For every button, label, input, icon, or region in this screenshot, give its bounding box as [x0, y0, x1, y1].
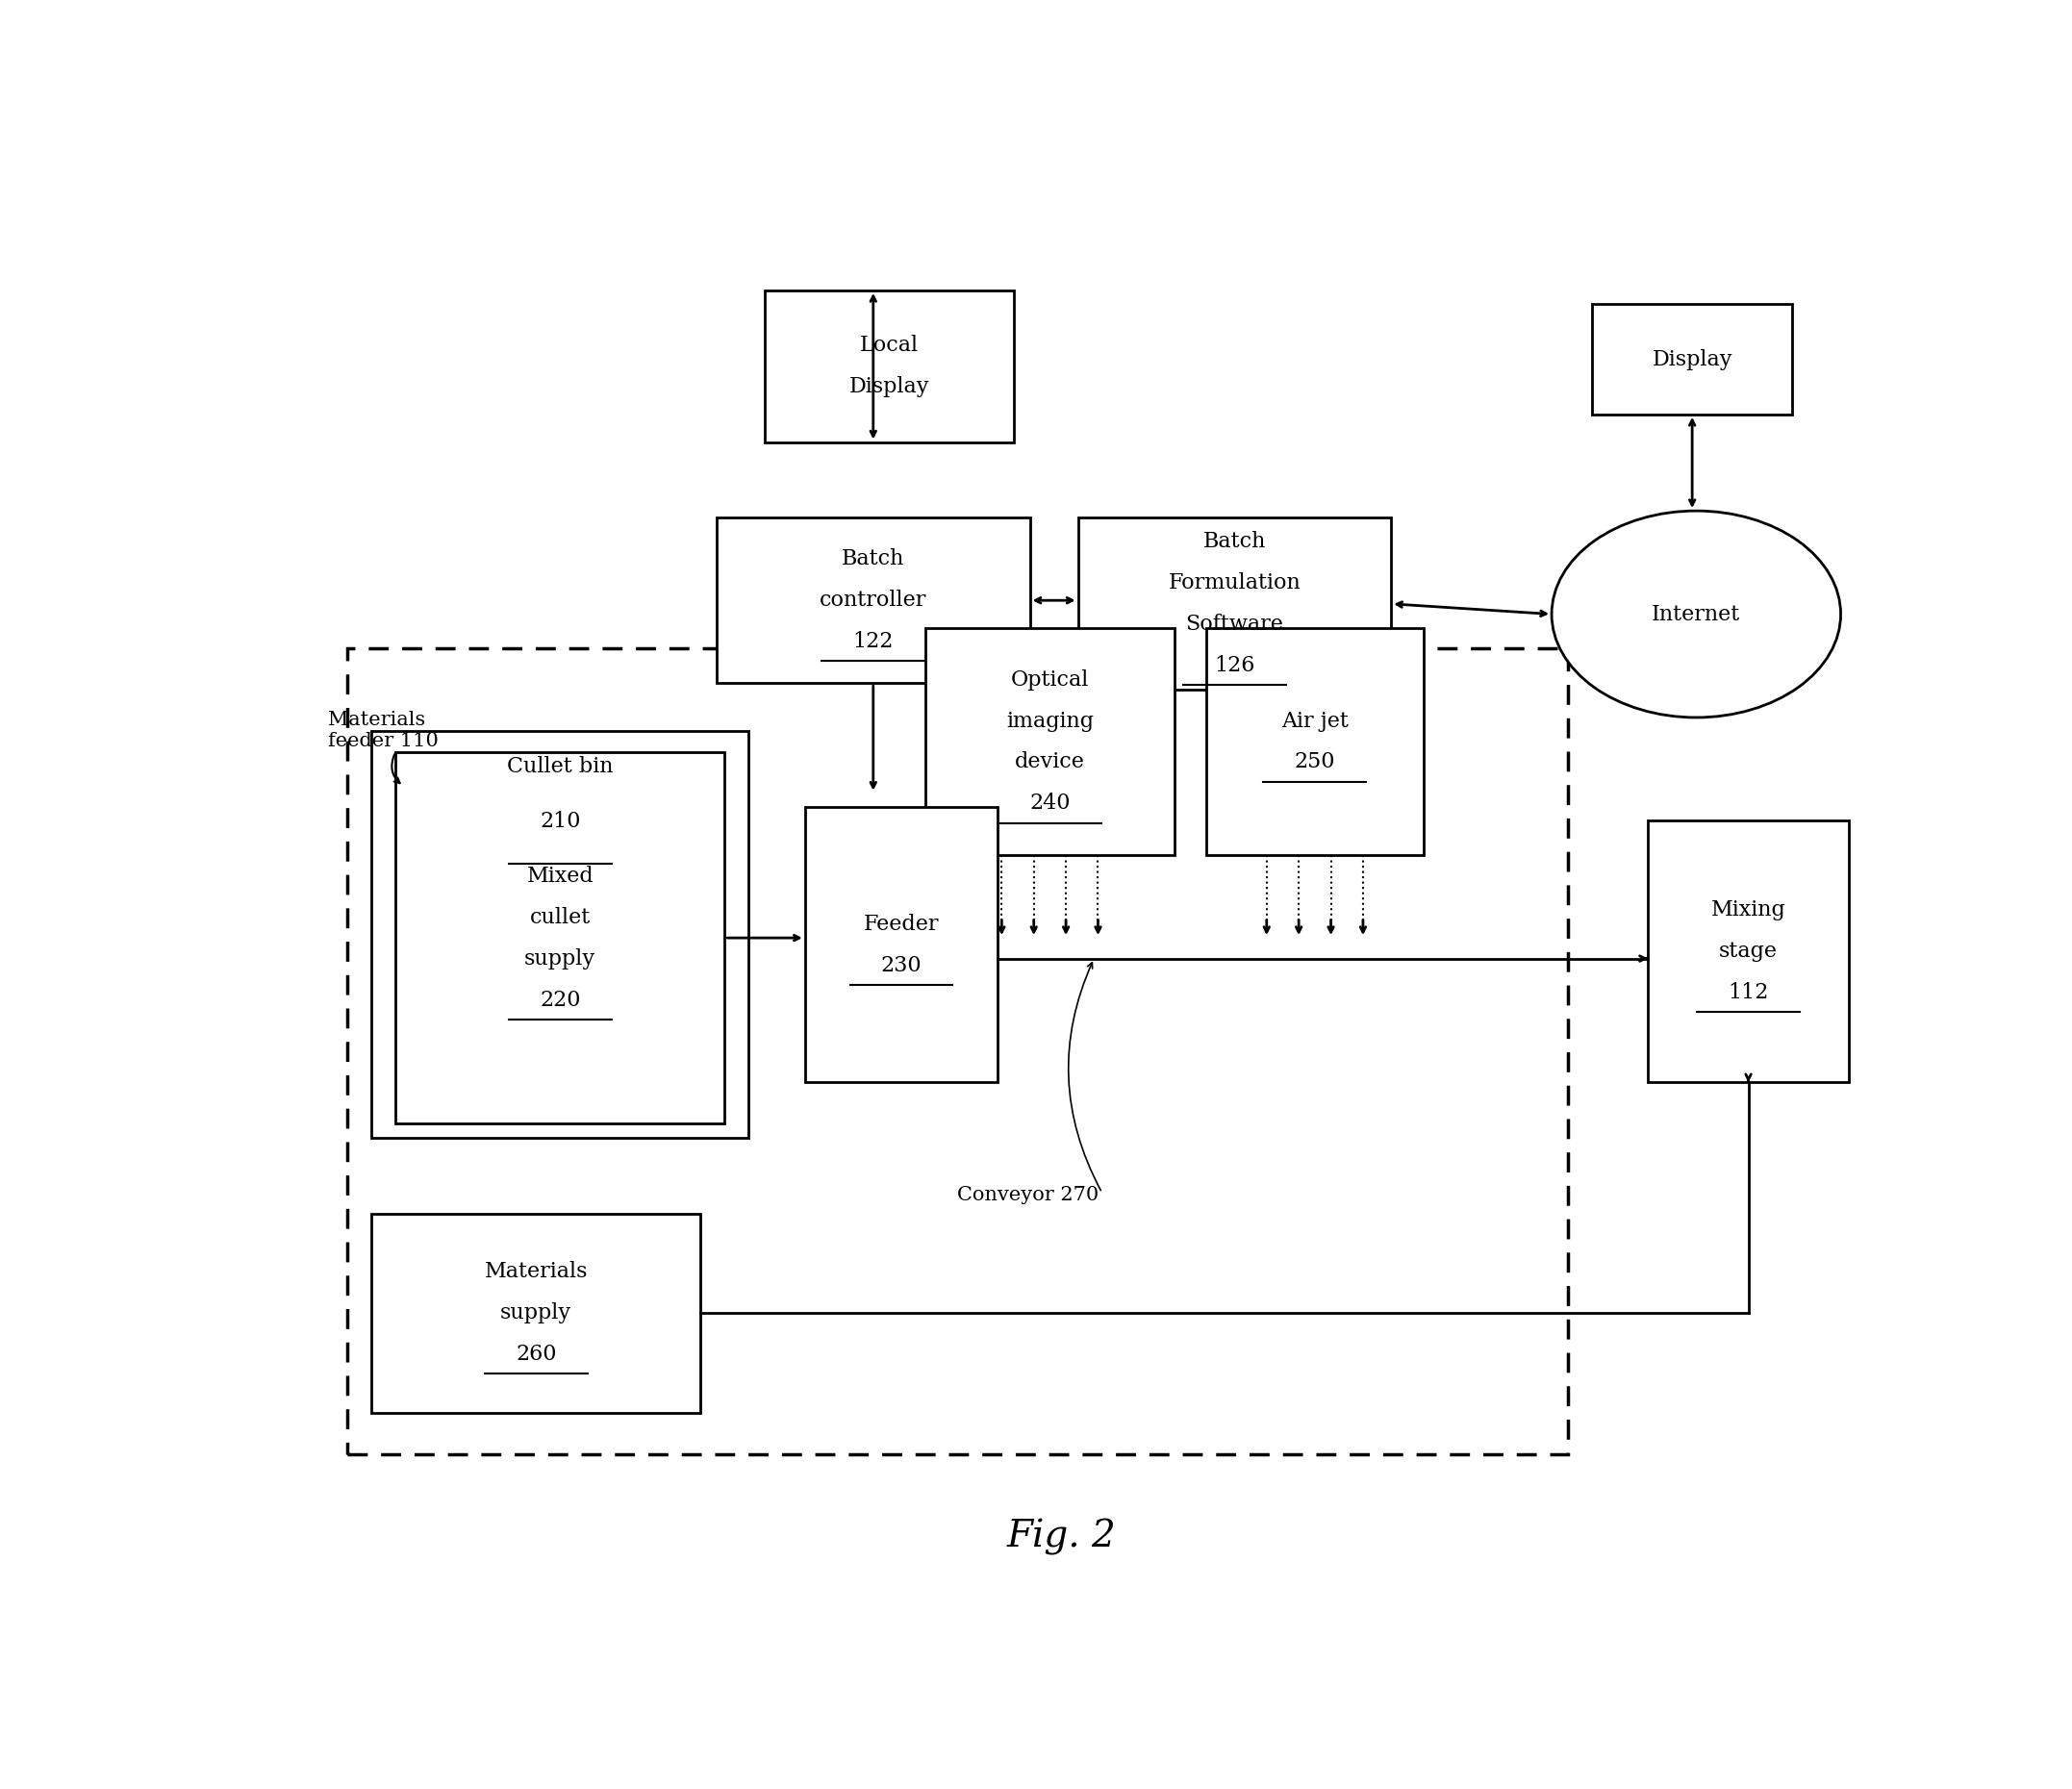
Text: imaging: imaging — [1007, 710, 1094, 732]
Bar — [371, 732, 748, 1138]
Text: 230: 230 — [881, 955, 922, 977]
Text: 250: 250 — [1295, 751, 1334, 773]
Text: controller: controller — [821, 590, 926, 612]
Text: Mixing: Mixing — [1711, 900, 1786, 921]
Ellipse shape — [1552, 512, 1840, 717]
Text: Display: Display — [850, 376, 930, 397]
Text: Fig. 2: Fig. 2 — [1007, 1519, 1117, 1555]
Bar — [1206, 628, 1423, 855]
Text: Batch: Batch — [841, 549, 905, 569]
Text: Conveyor 270: Conveyor 270 — [957, 1186, 1098, 1204]
Bar — [396, 751, 725, 1123]
Text: 112: 112 — [1728, 982, 1769, 1004]
Text: supply: supply — [524, 948, 597, 970]
Text: 240: 240 — [1030, 793, 1071, 814]
Text: Optical: Optical — [1011, 669, 1090, 691]
Text: 126: 126 — [1214, 655, 1256, 676]
Text: Materials: Materials — [485, 1261, 588, 1283]
Text: Batch: Batch — [1204, 531, 1266, 553]
Bar — [1591, 304, 1792, 415]
Text: Cullet bin: Cullet bin — [508, 757, 613, 776]
Text: Mixed: Mixed — [526, 866, 595, 887]
Bar — [371, 1213, 700, 1413]
Text: 122: 122 — [854, 632, 893, 653]
Text: Air jet: Air jet — [1280, 710, 1349, 732]
Text: 220: 220 — [539, 989, 580, 1011]
Text: Materials
feeder 110: Materials feeder 110 — [327, 710, 439, 750]
Bar — [348, 649, 1569, 1454]
Text: Formulation: Formulation — [1169, 572, 1301, 594]
Text: Internet: Internet — [1651, 603, 1740, 624]
Bar — [765, 290, 1013, 442]
Bar — [717, 517, 1030, 683]
Text: Display: Display — [1651, 349, 1732, 370]
Text: device: device — [1015, 751, 1086, 773]
Text: stage: stage — [1720, 941, 1778, 962]
Bar — [1077, 517, 1390, 691]
Bar — [926, 628, 1175, 855]
Text: cullet: cullet — [530, 907, 591, 928]
Text: Local: Local — [860, 335, 918, 356]
Text: 260: 260 — [516, 1344, 557, 1365]
Text: Feeder: Feeder — [864, 914, 939, 934]
Bar — [1647, 821, 1848, 1082]
Text: supply: supply — [499, 1302, 572, 1324]
Bar — [804, 807, 999, 1082]
Text: Software: Software — [1185, 614, 1283, 635]
Text: 210: 210 — [539, 810, 580, 832]
